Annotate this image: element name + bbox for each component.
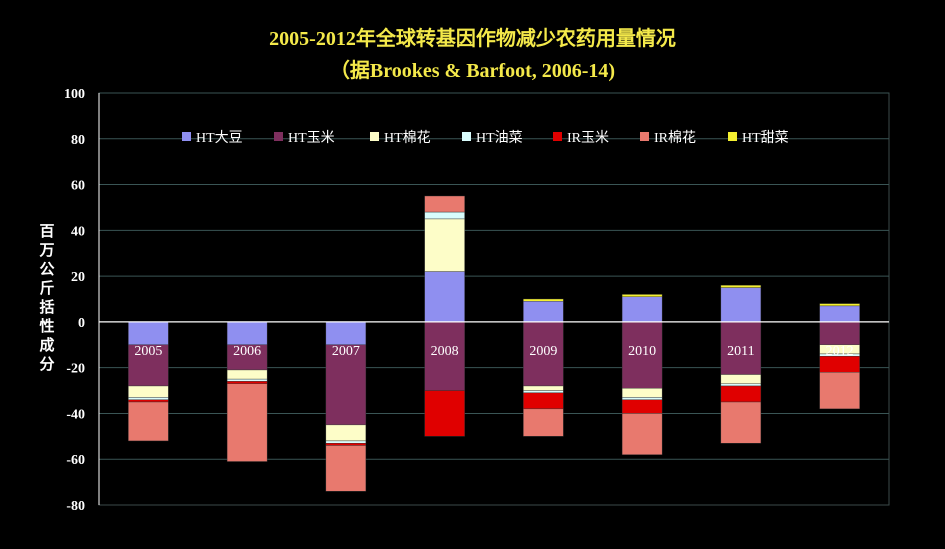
bar-segment xyxy=(819,321,860,345)
bar-segment xyxy=(128,344,169,387)
y-tick-label: 20 xyxy=(71,270,85,285)
legend-swatch xyxy=(274,132,283,141)
legend-label: HT玉米 xyxy=(288,130,335,146)
bar-segment xyxy=(621,397,663,400)
bar-segment xyxy=(226,378,268,382)
bar-segment xyxy=(226,321,268,345)
legend-label: IR玉米 xyxy=(567,130,609,146)
legend-item: HT甜菜 xyxy=(728,130,789,146)
y-tick-label: 60 xyxy=(71,179,85,194)
bar-segment xyxy=(523,298,564,302)
y-tick-label: -20 xyxy=(66,362,85,377)
legend-label: HT大豆 xyxy=(196,130,243,146)
bar-segment xyxy=(523,390,564,394)
bar-segment xyxy=(128,385,169,398)
legend-item: HT玉米 xyxy=(274,130,335,146)
bar-segment xyxy=(621,294,663,297)
y-tick-label: 0 xyxy=(78,316,85,331)
legend-item: IR棉花 xyxy=(640,129,696,146)
bar-segment xyxy=(128,401,169,442)
legend-swatch xyxy=(370,132,379,141)
bar-segment xyxy=(720,374,762,384)
bar-segment xyxy=(819,303,860,307)
bar-segment xyxy=(128,321,169,345)
y-tick-label: -60 xyxy=(66,453,85,468)
bar-segment xyxy=(720,383,762,387)
bar-segment xyxy=(523,301,564,323)
legend-label: HT甜菜 xyxy=(742,130,789,146)
y-tick-label: 40 xyxy=(71,224,85,239)
y-tick-label: 80 xyxy=(71,133,85,148)
bar-segment xyxy=(621,321,663,389)
x-tick-label: 2005 xyxy=(134,344,162,359)
legend-item: IR玉米 xyxy=(553,130,609,146)
bar-segment xyxy=(621,296,663,323)
bar-segment xyxy=(325,344,367,426)
legend-swatch xyxy=(182,132,191,141)
x-tick-label: 2007 xyxy=(332,344,360,359)
bar-segment xyxy=(325,445,367,492)
bar-segment xyxy=(424,271,465,323)
y-axis-label-char: 公 xyxy=(39,260,55,278)
bar-segment xyxy=(621,388,663,398)
bar-segment xyxy=(819,305,860,323)
y-tick-label: -40 xyxy=(66,407,85,422)
legend-label: HT棉花 xyxy=(384,129,431,146)
bar-segment xyxy=(424,195,465,213)
bar-segment xyxy=(720,385,762,403)
y-axis-label-char: 万 xyxy=(39,241,55,259)
bar-segment xyxy=(226,381,268,384)
legend-item: HT油菜 xyxy=(462,130,523,146)
y-axis-label-char: 成 xyxy=(39,336,55,354)
bar-segment xyxy=(128,399,169,403)
legend-swatch xyxy=(462,132,471,141)
y-axis-label-char: 性 xyxy=(39,317,55,335)
legend-label: IR棉花 xyxy=(654,129,696,146)
legend-swatch xyxy=(553,132,562,141)
bar-segment xyxy=(226,369,268,380)
bar-segment xyxy=(325,321,367,345)
chart-subtitle: （据Brookes & Barfoot, 2006-14) xyxy=(329,60,616,82)
bar-segment xyxy=(523,392,564,410)
legend-label: HT油菜 xyxy=(476,130,523,146)
bar-segment xyxy=(424,321,465,391)
x-tick-label: 2009 xyxy=(529,344,557,359)
plot-area xyxy=(98,92,890,506)
y-tick-label: 100 xyxy=(64,87,85,102)
y-axis-label-char: 百 xyxy=(39,222,55,240)
y-axis-label-char: 斤 xyxy=(39,279,55,297)
bar-segment xyxy=(523,408,564,437)
bar-segment xyxy=(720,285,762,288)
chart-title: 2005-2012年全球转基因作物减少农药用量情况 xyxy=(269,28,676,50)
bar-segment xyxy=(325,443,367,446)
bar-segment xyxy=(226,383,268,462)
legend-item: HT棉花 xyxy=(370,129,431,146)
bar-segment xyxy=(720,321,762,375)
y-axis-label-char: 分 xyxy=(39,355,55,373)
bar-segment xyxy=(720,287,762,323)
x-tick-label: 2012 xyxy=(826,344,854,359)
y-tick-label: -80 xyxy=(66,499,85,514)
x-tick-label: 2008 xyxy=(431,344,459,359)
legend-swatch xyxy=(728,132,737,141)
bar-segment xyxy=(523,385,564,391)
bar-segment xyxy=(128,397,169,400)
bar-segment xyxy=(424,218,465,272)
bar-segment xyxy=(424,211,465,220)
x-tick-label: 2006 xyxy=(233,344,261,359)
bar-segment xyxy=(621,399,663,414)
bar-segment xyxy=(424,390,465,437)
bar-segment xyxy=(819,372,860,410)
bar-segment xyxy=(325,440,367,444)
legend-swatch xyxy=(640,132,649,141)
bar-segment xyxy=(325,424,367,442)
bar-segment xyxy=(226,344,268,371)
legend-item: HT大豆 xyxy=(182,130,243,146)
y-axis-label-char: 括 xyxy=(39,298,55,316)
x-tick-label: 2011 xyxy=(727,344,754,359)
bar-segment xyxy=(720,401,762,444)
bar-segment xyxy=(621,413,663,455)
x-tick-label: 2010 xyxy=(628,344,656,359)
